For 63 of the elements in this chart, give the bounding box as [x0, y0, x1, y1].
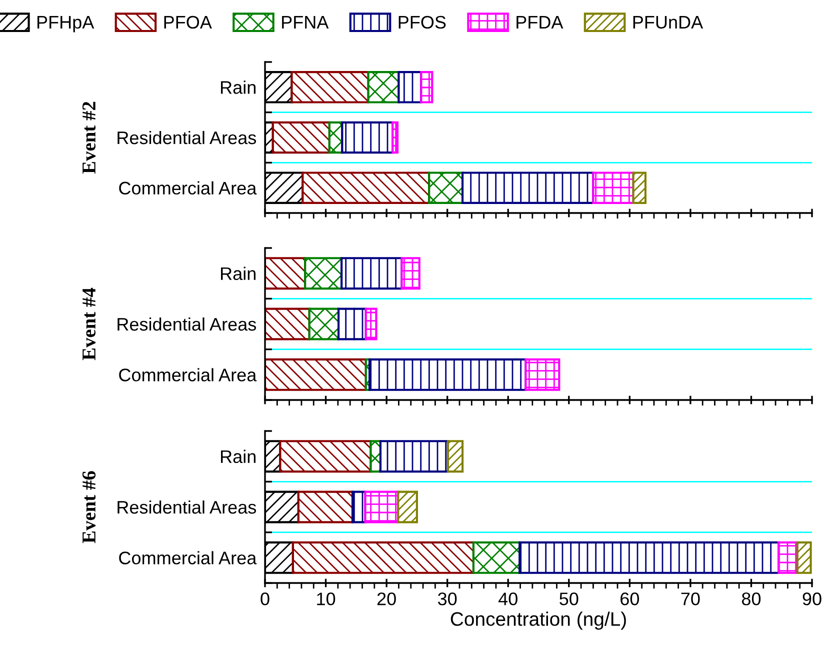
bar	[428, 172, 464, 204]
x-tick-label: 10	[317, 592, 336, 606]
bar	[265, 308, 310, 340]
bar	[292, 541, 475, 574]
bar	[364, 308, 378, 340]
y-tick-label: Rain	[221, 80, 256, 94]
y-tick-label: Rain	[221, 450, 256, 464]
y-tick-label: Residential Areas	[118, 500, 256, 514]
bar	[304, 257, 343, 290]
legend-label: PFDA	[516, 16, 564, 28]
bar	[379, 440, 449, 473]
x-tick-label: 60	[620, 592, 640, 606]
y-tick-label: Commercial Area	[119, 368, 257, 382]
x-tick-label: 0	[260, 592, 270, 606]
x-tick-label: 80	[742, 592, 761, 606]
bar	[398, 71, 422, 104]
bar	[364, 490, 400, 524]
y-axis-title: Event #4	[82, 288, 96, 360]
bar	[392, 121, 399, 154]
y-tick-label: Rain	[221, 266, 256, 280]
bar	[265, 257, 306, 290]
y-tick-label: Commercial Area	[119, 181, 257, 195]
bar	[592, 172, 634, 204]
bar	[397, 490, 418, 524]
x-tick-label: 90	[802, 592, 822, 606]
bar	[265, 358, 367, 391]
bar	[368, 358, 527, 391]
bar	[796, 541, 812, 574]
bar	[632, 172, 647, 204]
bar	[472, 541, 521, 574]
bar	[290, 71, 370, 104]
x-tick-label: 30	[438, 592, 457, 606]
x-tick-label: 20	[377, 592, 396, 606]
bar	[446, 440, 464, 473]
bar	[340, 257, 403, 290]
x-tick-label: 70	[681, 592, 700, 606]
legend-label: PFHpA	[37, 16, 94, 32]
y-tick-label: Residential Areas	[118, 130, 256, 144]
bar	[420, 71, 434, 104]
bar	[272, 121, 330, 154]
bar	[337, 308, 367, 340]
bar	[518, 541, 780, 574]
legend-label: PFOA	[164, 16, 212, 29]
bar	[400, 257, 420, 290]
bar	[461, 172, 594, 204]
legend-label: PFNA	[282, 16, 329, 28]
bar	[341, 121, 394, 154]
bar	[778, 541, 798, 574]
y-tick-label: Commercial Area	[119, 551, 257, 564]
bar	[279, 440, 372, 473]
x-tick-label: 40	[498, 592, 518, 606]
y-axis-title: Event #6	[82, 471, 96, 544]
bar	[302, 172, 430, 204]
x-tick-label: 50	[560, 592, 578, 606]
x-axis-title: Concentration (ng/L)	[450, 612, 626, 630]
bar	[367, 71, 400, 104]
legend-label: PFOS	[398, 16, 446, 29]
bar	[524, 358, 560, 391]
bar	[297, 490, 354, 524]
bar	[308, 308, 340, 340]
y-axis-title: Event #2	[82, 102, 96, 174]
legend-label: PFUnDA	[633, 16, 704, 29]
y-tick-label: Residential Areas	[118, 317, 256, 331]
